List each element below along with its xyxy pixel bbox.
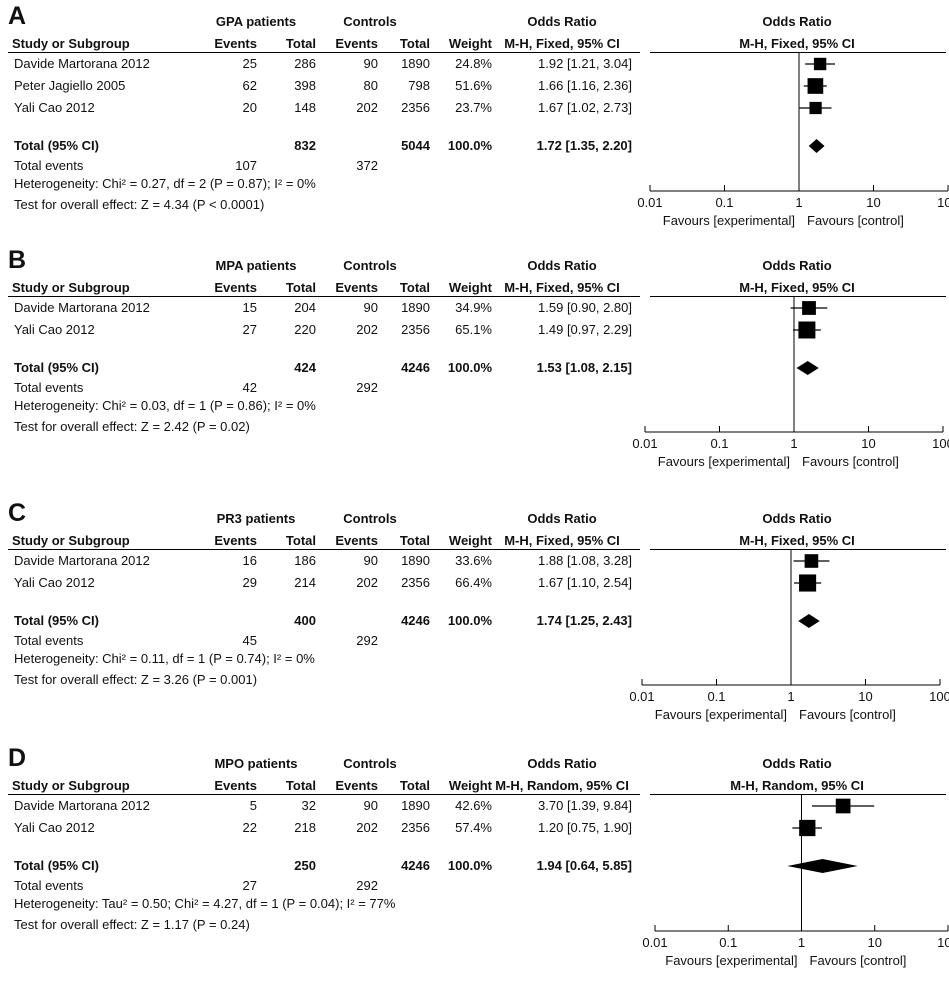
favours-left-label: Favours [experimental] — [587, 707, 787, 722]
study-square — [799, 820, 815, 836]
favours-left-label: Favours [experimental] — [598, 953, 798, 968]
favours-right-label: Favours [control] — [810, 953, 907, 968]
x-tick-label: 100 — [798, 935, 949, 950]
study-square — [808, 78, 824, 94]
study-square — [814, 58, 826, 70]
study-square — [805, 554, 819, 568]
forest-plot-svg — [0, 6, 949, 246]
favours-left-label: Favours [experimental] — [590, 454, 790, 469]
x-tick-label: 100 — [790, 689, 949, 704]
total-diamond — [798, 614, 820, 628]
total-diamond — [787, 859, 857, 873]
study-square — [802, 301, 816, 315]
study-square — [799, 574, 816, 591]
favours-left-label: Favours [experimental] — [595, 213, 795, 228]
forest-plot-svg — [0, 748, 949, 988]
x-tick-label: 100 — [793, 436, 949, 451]
x-tick-label: 100 — [798, 195, 949, 210]
favours-right-label: Favours [control] — [799, 707, 896, 722]
favours-right-label: Favours [control] — [807, 213, 904, 228]
total-diamond — [809, 139, 825, 153]
study-square — [798, 322, 815, 339]
favours-right-label: Favours [control] — [802, 454, 899, 469]
study-square — [809, 102, 821, 114]
total-diamond — [796, 361, 818, 375]
study-square — [836, 799, 851, 814]
